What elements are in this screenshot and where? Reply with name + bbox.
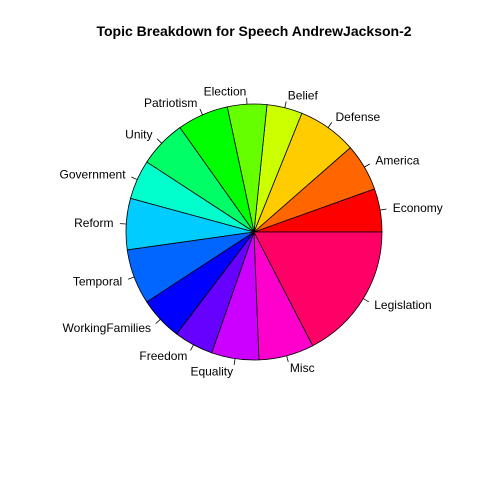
pie-slices bbox=[125, 103, 383, 361]
pie-tick-government bbox=[131, 176, 138, 180]
pie-label-defense: Defense bbox=[336, 110, 381, 124]
pie-tick-freedom bbox=[190, 344, 194, 351]
pie-slice-legislation bbox=[253, 231, 383, 347]
pie-tick-legislation bbox=[363, 298, 369, 303]
pie-tick-america bbox=[364, 163, 371, 168]
pie-tick-economy bbox=[380, 208, 387, 211]
pie-tick-unity bbox=[156, 138, 163, 144]
pie-label-reform: Reform bbox=[74, 216, 113, 230]
pie-label-equality: Equality bbox=[190, 364, 233, 378]
pie-tick-patriotism bbox=[199, 108, 203, 115]
pie-tick-equality bbox=[233, 358, 236, 365]
pie-label-misc: Misc bbox=[290, 361, 315, 375]
pie-label-election: Election bbox=[204, 84, 247, 98]
pie-label-america: America bbox=[375, 154, 419, 168]
pie-label-unity: Unity bbox=[125, 127, 152, 141]
pie-label-freedom: Freedom bbox=[139, 349, 187, 363]
pie-labels: Economy America Defense Belief Election Patri… bbox=[60, 84, 443, 378]
pie-tick-temporal bbox=[128, 276, 135, 280]
chart-title: Topic Breakdown for Speech AndrewJackson… bbox=[96, 23, 411, 39]
pie-tick-workingfamilies bbox=[155, 318, 161, 324]
pie-tick-belief bbox=[284, 101, 287, 108]
pie-label-legislation: Legislation bbox=[374, 298, 431, 312]
pie-label-economy: Economy bbox=[393, 201, 443, 215]
pie-label-patriotism: Patriotism bbox=[144, 96, 197, 110]
pie-label-government: Government bbox=[60, 167, 127, 181]
pie-label-workingfamilies: WorkingFamilies bbox=[63, 321, 151, 335]
pie-label-temporal: Temporal bbox=[73, 275, 122, 289]
pie-tick-defense bbox=[327, 122, 333, 128]
pie-tick-misc bbox=[286, 355, 289, 363]
pie-label-belief: Belief bbox=[288, 88, 319, 102]
